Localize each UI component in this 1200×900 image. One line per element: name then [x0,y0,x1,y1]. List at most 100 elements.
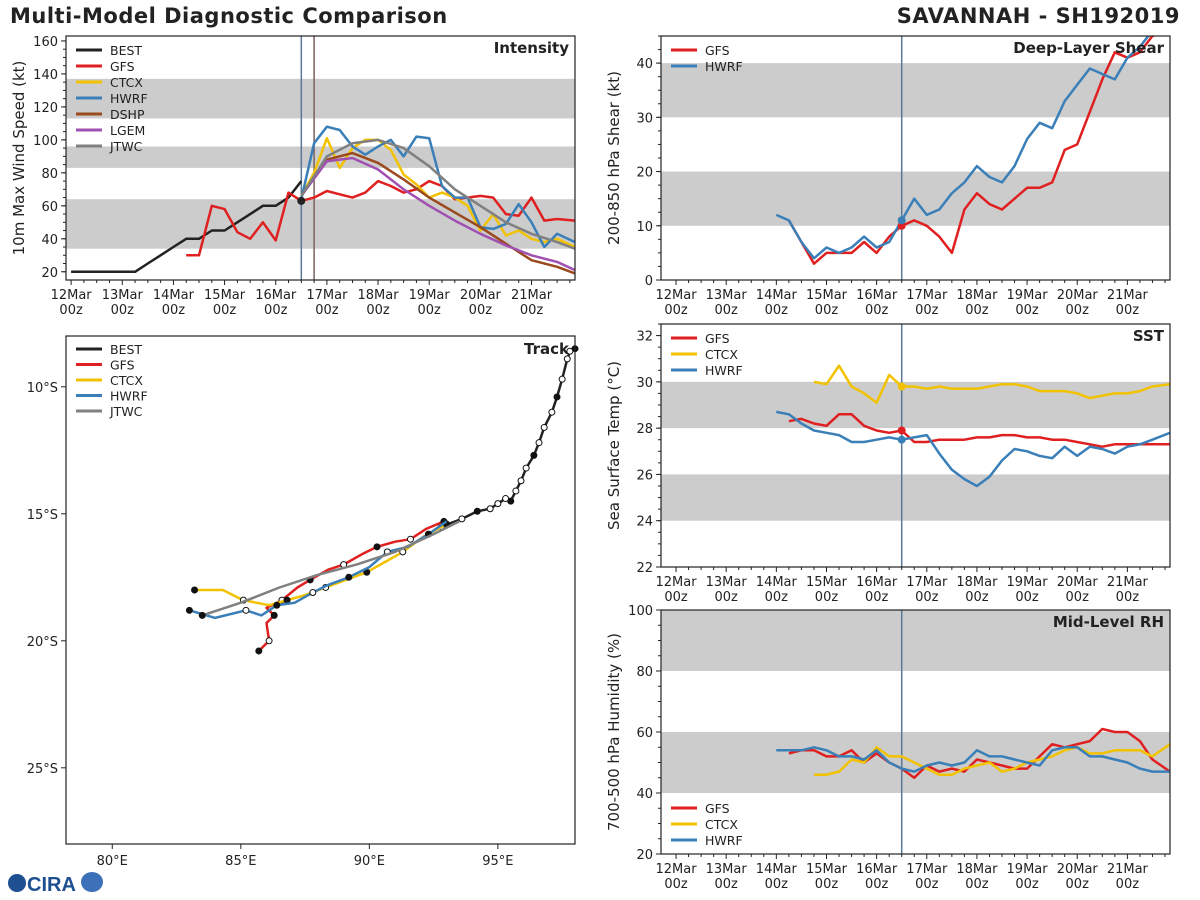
track-position-marker [406,535,414,543]
logo-text: CIRA [27,874,76,896]
intensity-band-2 [66,78,575,119]
track-position-marker [198,611,206,619]
track-position-marker [273,601,281,609]
sst-ytick-label: 28 [636,422,653,437]
shear-xtick-day: 17Mar [906,288,948,303]
track-series-jtwc [201,520,460,617]
sst-xtick-hour: 00z [1066,590,1090,605]
intensity-xtick-day: 12Mar [51,288,93,303]
sst-xtick-hour: 00z [965,590,989,605]
sst-xtick-hour: 00z [815,590,839,605]
track-position-marker [185,606,193,614]
track-position-marker [255,647,263,655]
track-position-marker [373,543,381,551]
intensity-xtick-hour: 00z [418,303,442,318]
intensity-ytick-label: 100 [33,134,58,149]
shear-ytick-label: 20 [636,166,653,181]
sst-xtick-day: 17Mar [906,575,948,590]
intensity-legend-gfs: GFS [110,59,135,74]
sst-xtick-day: 21Mar [1107,575,1149,590]
sst-xtick-hour: 00z [664,590,688,605]
intensity-xtick-day: 13Mar [102,288,144,303]
intensity-title: Intensity [494,39,570,57]
track-position-marker [345,573,353,581]
rh-band-1 [661,610,1170,671]
rh-xtick-day: 16Mar [856,862,898,877]
track-position-marker [486,505,494,513]
track-position-marker [530,451,538,459]
logo-badge-icon [81,872,103,892]
shear-band-1 [661,63,1170,118]
sst-xtick-hour: 00z [1116,590,1140,605]
intensity-legend-dshp: DSHP [110,107,145,122]
track-position-marker [566,347,574,355]
track-position-marker [309,589,317,597]
sst-band-0 [661,474,1170,521]
track-position-marker [473,507,481,515]
intensity-series-hwrf [300,125,575,249]
chart-title: Multi-Model Diagnostic Comparison [10,4,448,28]
sst-series-ctcx [813,364,1170,404]
rh-ytick-label: 100 [628,604,653,619]
intensity-ytick-label: 20 [41,266,58,281]
track-frame [65,335,576,845]
shear-ytick-label: 30 [636,111,653,126]
rh-legend-ctcx: CTCX [705,817,738,832]
shear-xtick-hour: 00z [715,303,739,318]
sst-marker-gfs [897,426,906,435]
sst-legend-hwrf: HWRF [705,363,743,378]
rh-xtick-hour: 00z [815,877,839,892]
cira-logo: CIRA [8,872,103,896]
rh-ylabel: 700-500 hPa Humidity (%) [605,633,623,831]
rh-xtick-hour: 00z [965,877,989,892]
rh-xtick-hour: 00z [1015,877,1039,892]
track-ytick-label: 25°S [27,762,58,777]
shear-xtick-hour: 00z [664,303,688,318]
rh-xtick-day: 18Mar [956,862,998,877]
shear-legend-gfs: GFS [705,43,730,58]
track-position-marker [540,423,548,431]
rh-series-hwrf [776,746,1170,773]
track-xtick-label: 85°E [225,854,256,869]
intensity-ytick-label: 80 [41,167,58,182]
rh-xtick-hour: 00z [715,877,739,892]
sst-xtick-day: 15Mar [806,575,848,590]
intensity-xtick-day: 20Mar [460,288,502,303]
globe-icon [8,874,26,892]
shear-xtick-day: 14Mar [756,288,798,303]
intensity-xtick-day: 21Mar [511,288,553,303]
rh-legend-gfs: GFS [705,801,730,816]
storm-id: SAVANNAH - SH192019 [896,4,1180,28]
track-xtick-label: 90°E [354,854,385,869]
shear-xtick-hour: 00z [1015,303,1039,318]
intensity-xtick-hour: 00z [162,303,186,318]
intensity-legend-jtwc: JTWC [109,139,143,154]
rh-title: Mid-Level RH [1053,613,1164,631]
sst-xtick-day: 16Mar [856,575,898,590]
sst-xtick-day: 13Mar [706,575,748,590]
intensity-xtick-hour: 00z [366,303,390,318]
intensity-series-jtwc [300,138,575,250]
sst-ytick-label: 22 [636,561,653,576]
intensity-xtick-hour: 00z [264,303,288,318]
sst-xtick-hour: 00z [715,590,739,605]
track-position-marker [191,586,199,594]
shear-ytick-label: 0 [645,274,653,289]
shear-legend-hwrf: HWRF [705,59,743,74]
shear-title: Deep-Layer Shear [1013,39,1164,57]
intensity-xtick-day: 15Mar [204,288,246,303]
track-legend-gfs: GFS [110,358,135,373]
track-ytick-label: 15°S [27,508,58,523]
shear-ytick-label: 10 [636,220,653,235]
track-position-marker [563,355,571,363]
track-position-marker [270,611,278,619]
rh-xtick-hour: 00z [915,877,939,892]
intensity-marker-best [297,196,306,205]
rh-xtick-day: 19Mar [1007,862,1049,877]
track-legend-best: BEST [110,342,142,357]
sst-xtick-day: 20Mar [1057,575,1099,590]
intensity-xtick-hour: 00z [213,303,237,318]
track-position-marker [522,464,530,472]
track-xtick-label: 80°E [97,854,128,869]
